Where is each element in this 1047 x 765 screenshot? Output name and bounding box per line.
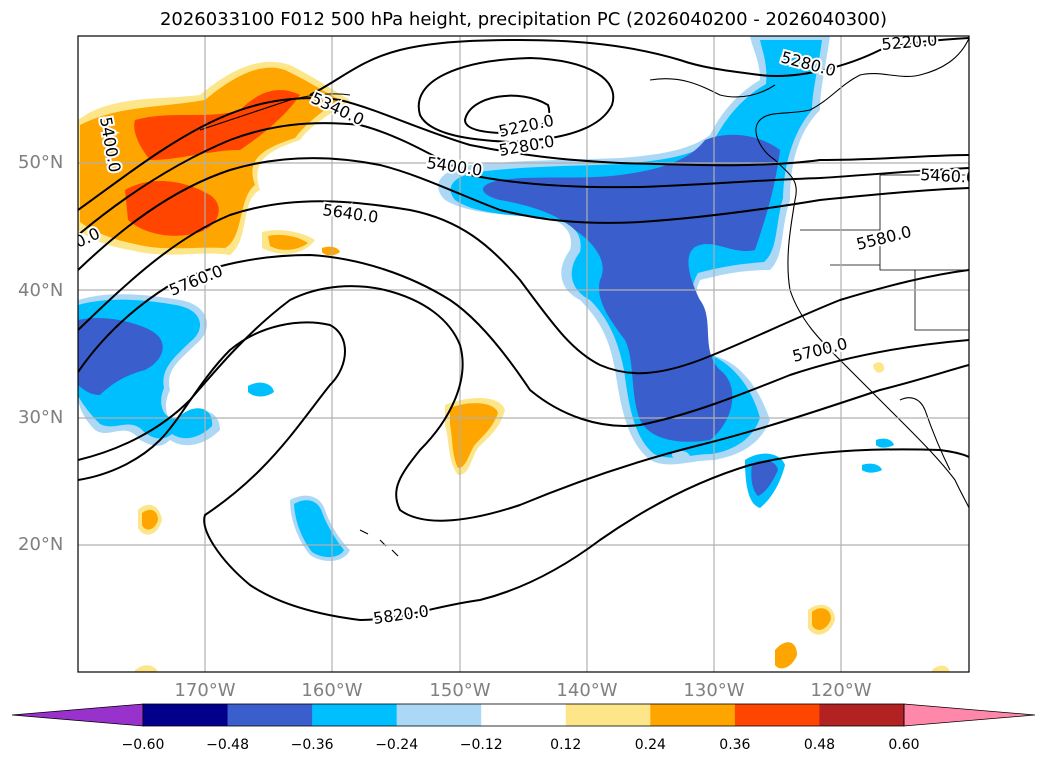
lat-label-40n: 40°N [18,280,64,301]
map-border [77,35,970,673]
colorbar-segment [734,704,820,726]
colorbar-tick-label: 0.48 [803,737,836,753]
lon-label-170w: 170°W [174,680,236,701]
colorbar-segment [396,704,482,726]
lon-label-120w: 120°W [810,680,872,701]
political-borders [800,174,969,331]
colorbar-tick-label: −0.12 [459,737,503,753]
colorbar-segment [143,704,229,726]
height-contours [78,37,969,622]
colorbar-tick-label: 0.36 [719,737,751,753]
map-title: 2026033100 F012 500 hPa height, precipit… [159,9,888,30]
colorbar-tick-label: 0.12 [550,737,582,753]
colorbar [11,703,1036,727]
colorbar-tick-label: −0.60 [121,737,165,753]
colorbar-segment [227,704,313,726]
colorbar-segment [819,704,905,726]
lat-label-50n: 50°N [18,152,64,173]
colorbar-tick-label: −0.36 [290,737,334,753]
colorbar-extend-max [903,703,1036,727]
colorbar-tick-label: 0.24 [634,737,666,753]
colorbar-segment [565,704,651,726]
colorbar-segment [650,704,736,726]
colorbar-tick-label: −0.24 [375,737,419,753]
coastlines [199,36,969,557]
lat-label-30n: 30°N [18,407,64,428]
lon-label-140w: 140°W [556,680,618,701]
colorbar-segment [312,704,398,726]
colorbar-segment [481,704,567,726]
colorbar-tick-label: −0.48 [206,737,249,753]
lon-label-150w: 150°W [429,680,491,701]
lon-label-130w: 130°W [683,680,745,701]
contour-label-5460: 5460.0 [920,165,977,187]
precip-positive-shading [78,61,950,672]
lat-label-20n: 20°N [18,534,64,555]
lon-label-160w: 160°W [301,680,363,701]
colorbar-tick-label: 0.60 [888,737,920,753]
colorbar-extend-min [11,703,144,727]
colorbar-border [142,703,905,727]
